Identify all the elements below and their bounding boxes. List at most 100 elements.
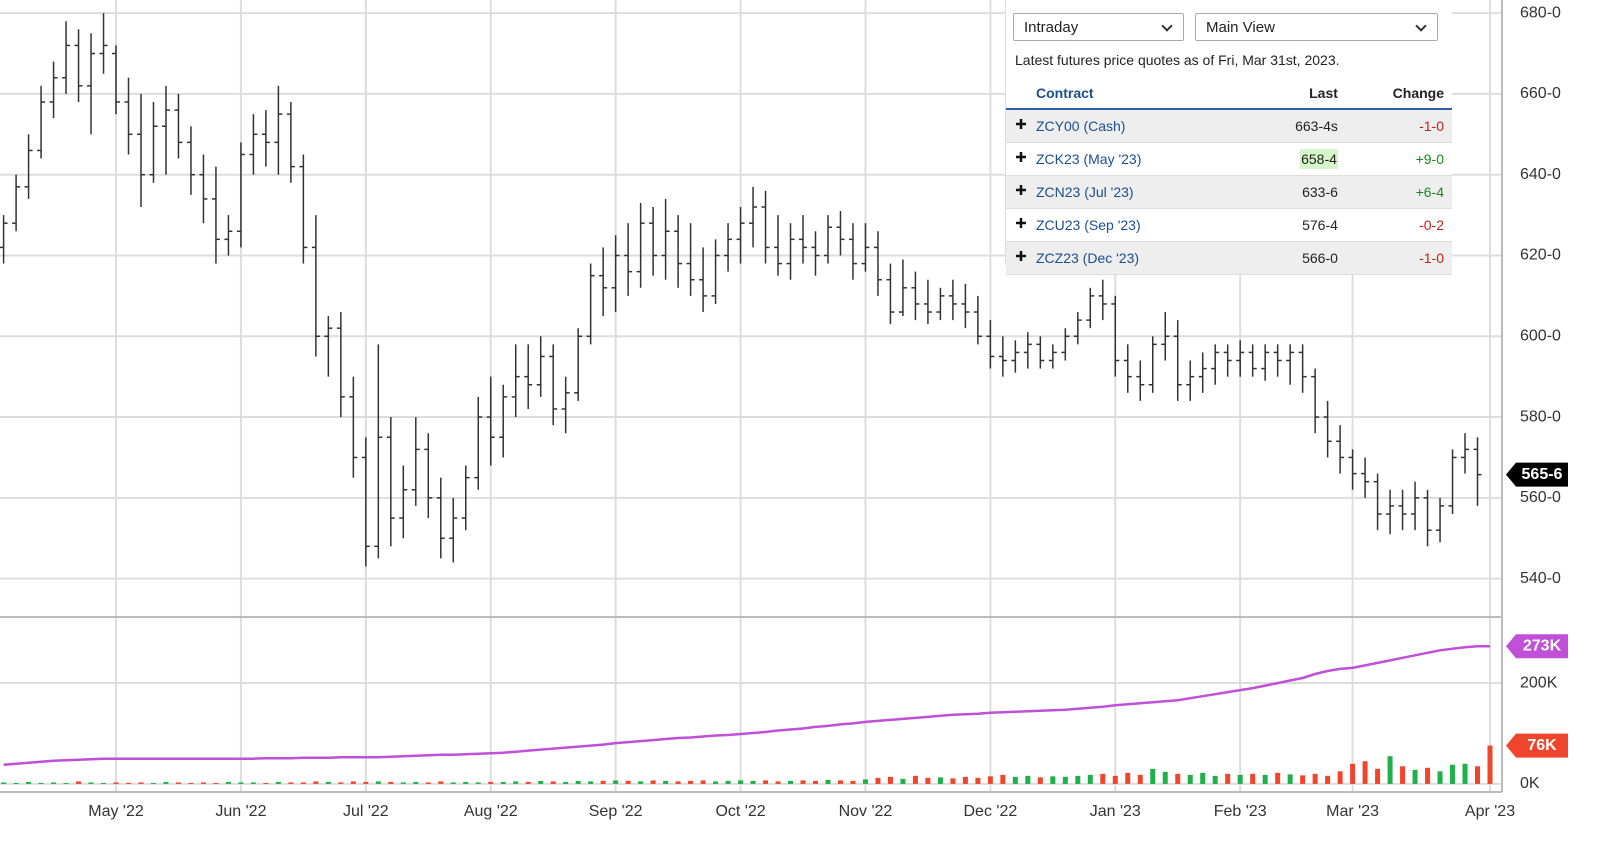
volume-bar [700, 780, 706, 784]
volume-bar [438, 781, 444, 784]
volume-bar [200, 782, 206, 784]
quote-row[interactable]: ZCK23 (May '23) 658-4 +9-0 [1006, 142, 1452, 176]
y2-tick-label: 200K [1520, 674, 1558, 691]
quote-row[interactable]: ZCN23 (Jul '23) 633-6 +6-4 [1006, 175, 1452, 209]
volume-bar [400, 782, 406, 784]
x-tick-label: Dec '22 [963, 803, 1017, 820]
volume-bar [1187, 774, 1193, 784]
volume-bar [1037, 777, 1043, 784]
volume-bar [175, 782, 181, 784]
view-select[interactable]: Main View [1195, 13, 1438, 41]
volume-bar [1125, 772, 1131, 784]
quote-row[interactable]: ZCZ23 (Dec '23) 566-0 -1-0 [1006, 241, 1452, 275]
quote-row[interactable]: ZCU23 (Sep '23) 576-4 -0-2 [1006, 208, 1452, 242]
volume-bar [113, 782, 119, 784]
interval-select[interactable]: Intraday [1013, 13, 1184, 41]
contract-link[interactable]: ZCZ23 (Dec '23) [1006, 241, 1255, 275]
volume-bar [313, 781, 319, 784]
volume-bar [163, 781, 169, 784]
price-change: -1-0 [1341, 241, 1452, 275]
y-tick-label: 600-0 [1520, 327, 1561, 344]
contract-link[interactable]: ZCU23 (Sep '23) [1006, 208, 1255, 242]
volume-bar [338, 782, 344, 784]
volume-bar [1162, 771, 1168, 784]
volume-bar [1112, 775, 1118, 784]
volume-bar [1100, 773, 1106, 784]
volume-bar [1050, 776, 1056, 784]
volume-bar [1062, 776, 1068, 784]
volume-bar [763, 780, 769, 784]
open-interest-tag [1506, 634, 1568, 659]
x-tick-label: Apr '23 [1465, 803, 1515, 820]
volume-bar [1087, 774, 1093, 784]
volume-bar [76, 781, 82, 784]
volume-bar [350, 781, 356, 784]
volume-bar [250, 782, 256, 784]
highlighted-price: 658-4 [1300, 149, 1338, 169]
y-tick-label: 560-0 [1520, 489, 1561, 506]
expand-icon[interactable] [1015, 184, 1027, 196]
volume-bar [1475, 766, 1481, 784]
volume-bar [713, 781, 719, 784]
x-tick-label: Jan '23 [1090, 803, 1141, 820]
x-tick-label: Jun '22 [215, 803, 266, 820]
volume-bar [1150, 768, 1156, 784]
volume-bar [725, 780, 731, 784]
price-change: +9-0 [1341, 142, 1452, 176]
last-price: 576-4 [1254, 208, 1342, 242]
volume-bar [1462, 763, 1468, 784]
volume-bar [875, 777, 881, 784]
volume-bar [688, 780, 694, 784]
volume-bar [600, 780, 606, 784]
volume-bar [1400, 766, 1406, 784]
volume-bar [513, 781, 519, 784]
volume-bar [1412, 769, 1418, 784]
x-tick-label: Sep '22 [589, 803, 643, 820]
volume-bar [1200, 772, 1206, 784]
volume-bar [925, 777, 931, 784]
expand-icon[interactable] [1015, 151, 1027, 163]
volume-bar [1325, 775, 1331, 784]
volume-bar [138, 782, 144, 784]
volume-bar [363, 781, 369, 784]
expand-icon[interactable] [1015, 118, 1027, 130]
volume-bar [1000, 774, 1006, 784]
volume-bar [1362, 761, 1368, 784]
y-tick-label: 640-0 [1520, 166, 1561, 183]
contract-link[interactable]: ZCY00 (Cash) [1006, 109, 1255, 143]
contract-link[interactable]: ZCK23 (May '23) [1006, 142, 1255, 176]
last-price-tag [1506, 462, 1568, 487]
volume-bar [238, 782, 244, 784]
contract-link[interactable]: ZCN23 (Jul '23) [1006, 175, 1255, 209]
volume-bar [987, 776, 993, 784]
last-price: 566-0 [1254, 241, 1342, 275]
x-tick-label: May '22 [88, 803, 144, 820]
volume-bar [475, 782, 481, 784]
volume-bar [38, 782, 44, 784]
volume-bar [937, 777, 943, 784]
volume-bar [1450, 764, 1456, 784]
volume-bar [126, 782, 132, 784]
volume-bar [263, 782, 269, 784]
expand-icon[interactable] [1015, 250, 1027, 262]
volume-bar [1075, 775, 1081, 784]
volume-bar [13, 782, 19, 784]
volume-bar [1175, 773, 1181, 784]
volume-bar [425, 782, 431, 784]
volume-bar [225, 781, 231, 784]
quote-row[interactable]: ZCY00 (Cash) 663-4s -1-0 [1006, 109, 1452, 143]
volume-bar [1312, 773, 1318, 784]
volume-bar [288, 782, 294, 784]
quote-table: Contract Last Change ZCY00 (Cash) 663-4s -1-0… [1006, 78, 1452, 275]
volume-bar [638, 781, 644, 784]
volume-bar [1337, 771, 1343, 784]
expand-icon[interactable] [1015, 217, 1027, 229]
volume-bar [575, 780, 581, 784]
volume-bar [500, 781, 506, 784]
volume-bar [975, 777, 981, 784]
volume-bar [1137, 774, 1143, 784]
volume-bar [650, 780, 656, 784]
volume-bar [613, 780, 619, 784]
open-interest-line [3, 644, 1490, 767]
